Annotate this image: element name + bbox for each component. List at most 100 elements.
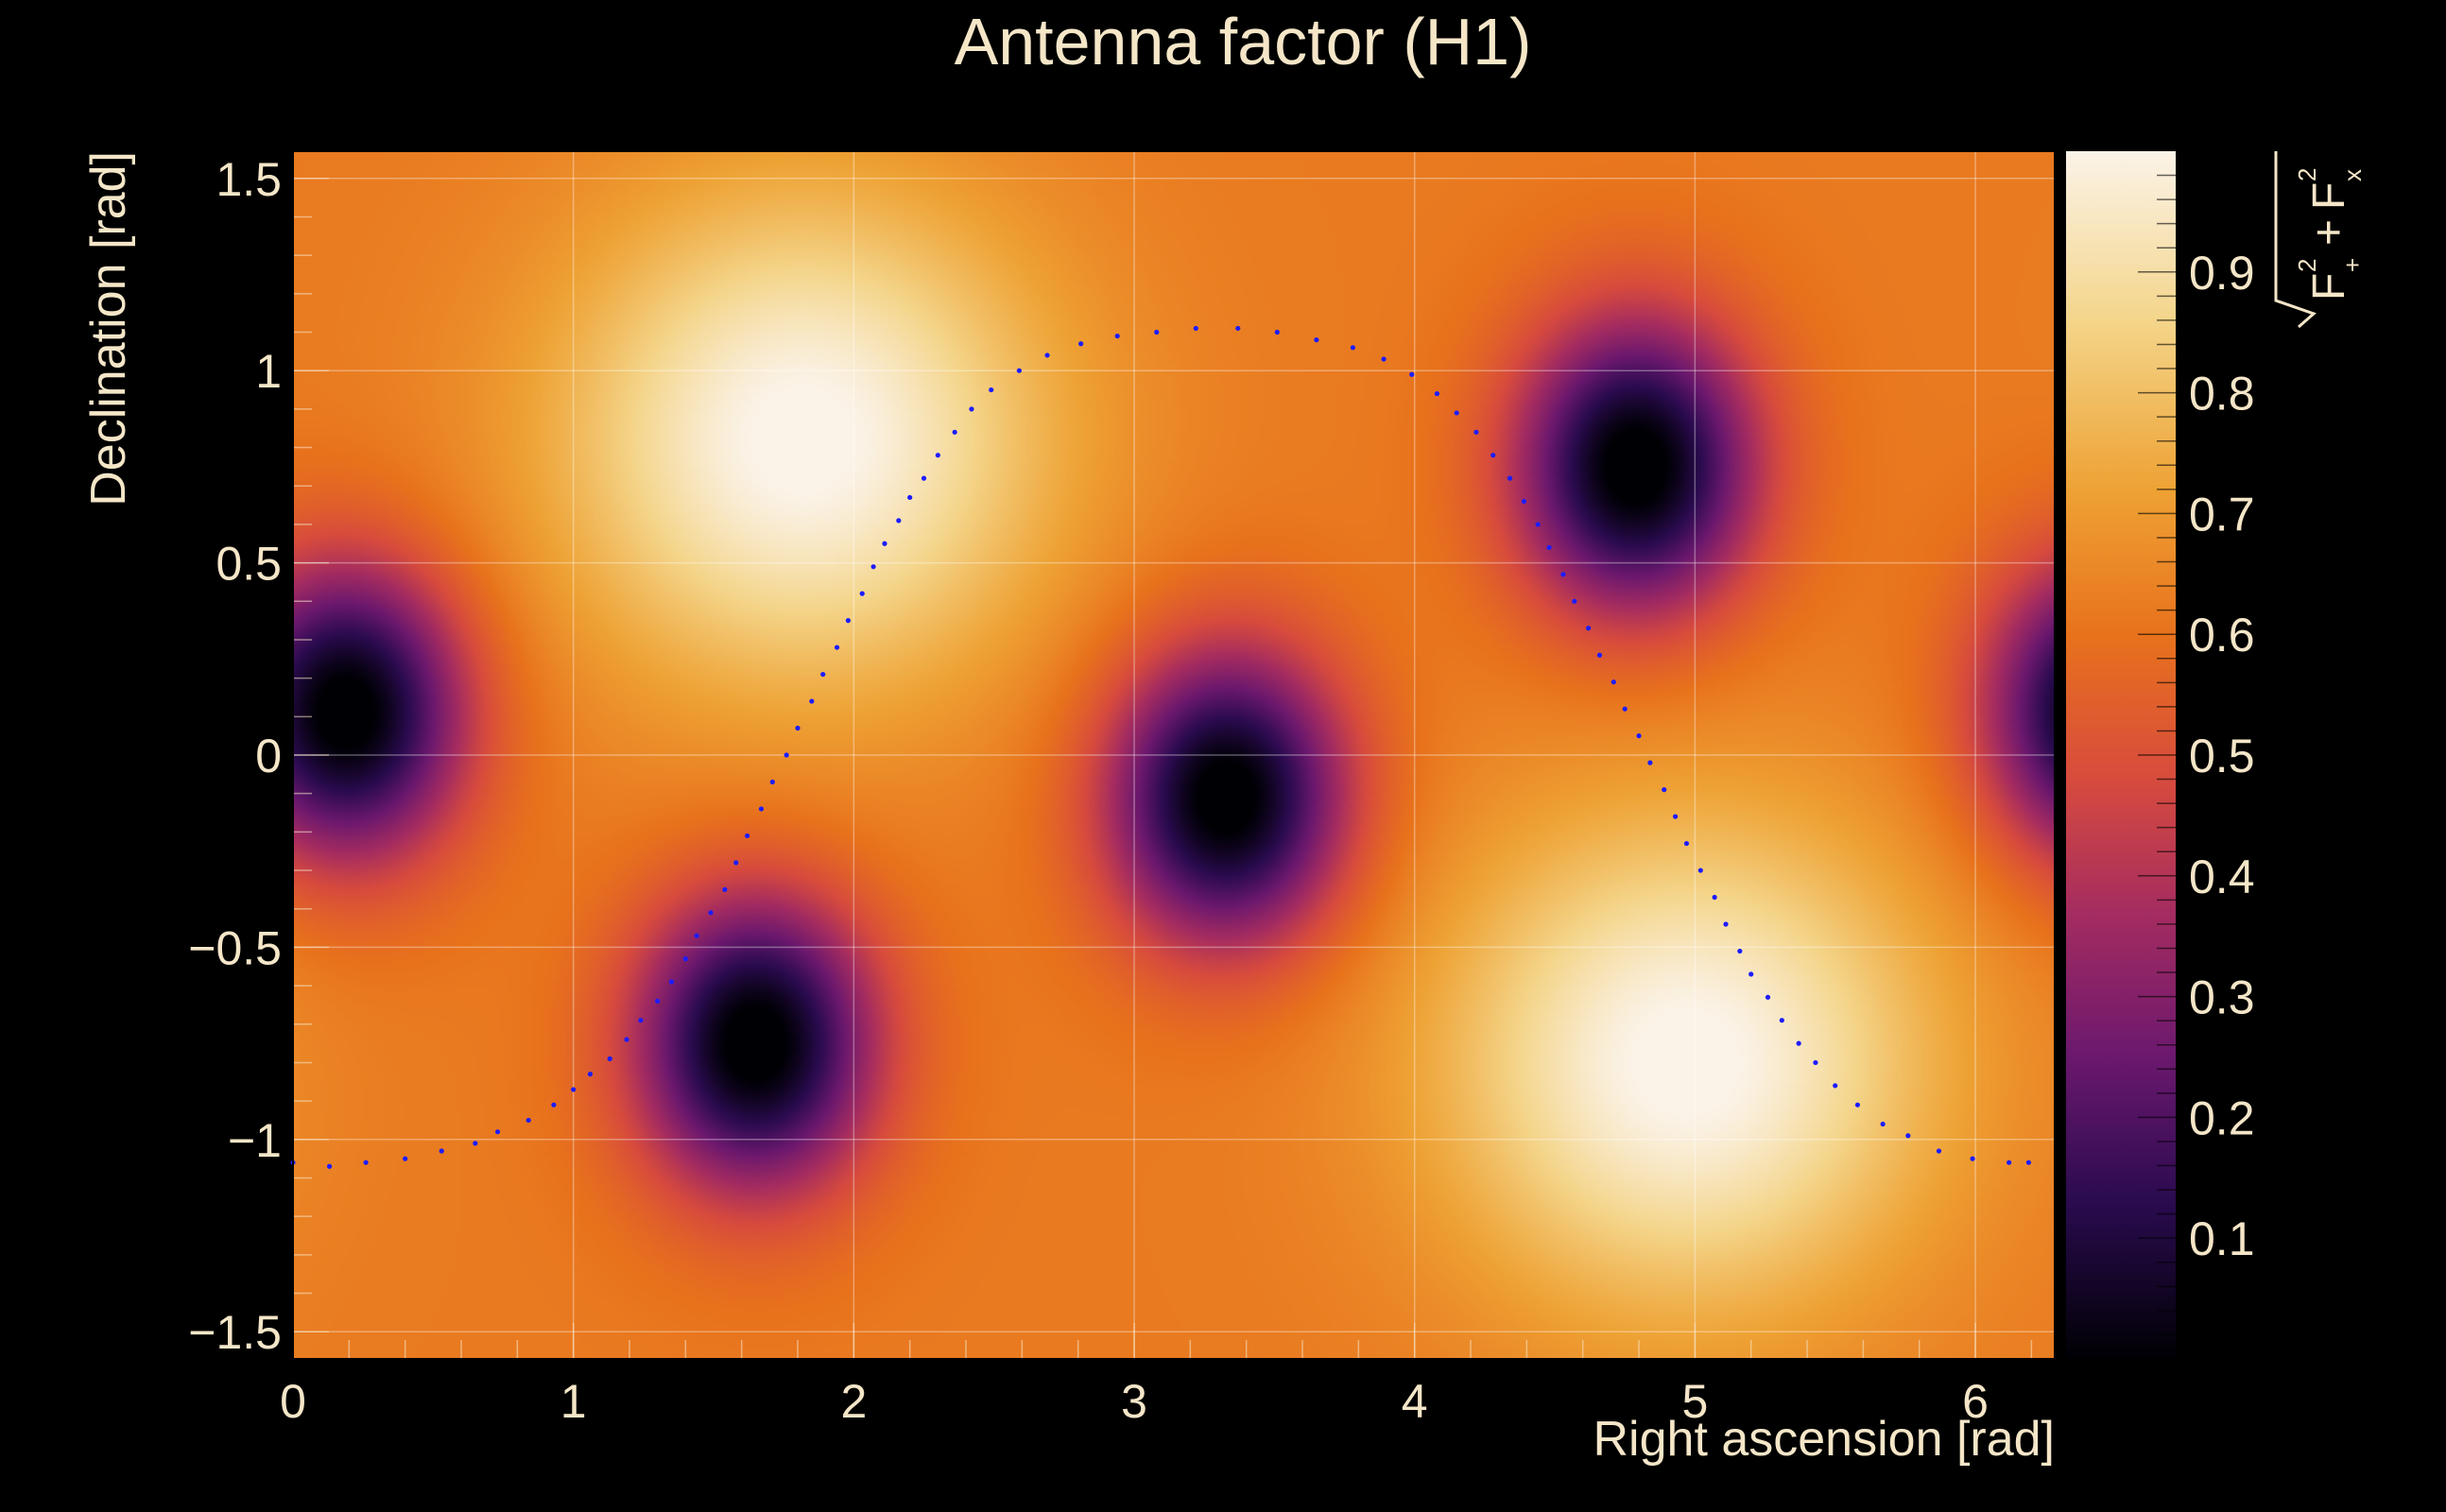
y-tick-label: −0.5 — [188, 921, 282, 974]
overlay-point — [571, 1087, 577, 1092]
overlay-point — [525, 1117, 531, 1124]
colorbar-label-term-1: F — [2304, 273, 2354, 301]
overlay-point — [1381, 356, 1387, 362]
overlay-point — [473, 1141, 478, 1146]
overlay-point — [1737, 948, 1743, 954]
colorbar-tick-label: 0.2 — [2189, 1091, 2255, 1144]
overlay-point — [722, 886, 728, 892]
overlay-point — [859, 591, 865, 596]
plot-area — [290, 150, 2056, 1360]
y-tick-label: 0.5 — [215, 538, 282, 591]
colorbar-tick-label: 0.8 — [2189, 368, 2255, 421]
x-tick-label: 6 — [1962, 1375, 1989, 1428]
overlay-curve — [290, 325, 2032, 1169]
overlay-point — [668, 979, 675, 985]
overlay-point — [439, 1148, 444, 1154]
overlay-point — [1779, 1018, 1784, 1023]
overlay-point — [1473, 429, 1479, 435]
grid-lines — [293, 151, 2055, 1359]
y-tick-label: −1.5 — [188, 1306, 282, 1359]
colorbar-tick-label: 0.3 — [2189, 971, 2255, 1024]
colorbar-label-term-2: F — [2304, 182, 2354, 210]
overlay-point — [403, 1156, 408, 1161]
overlay-point — [1409, 371, 1415, 377]
overlay-point — [1880, 1121, 1886, 1127]
overlay-point — [820, 671, 826, 678]
overlay-point — [1636, 733, 1642, 739]
y-tick-label: 0 — [255, 730, 282, 782]
heatmap-raster-wrapper — [293, 151, 2055, 1359]
overlay-point — [1193, 325, 1198, 332]
x-axis-label: Right ascension [rad] — [1593, 1412, 2056, 1467]
heatmap-raster — [293, 151, 2055, 1359]
overlay-point — [1748, 971, 1754, 977]
overlay-point — [1434, 391, 1440, 397]
overlay-point — [326, 1163, 333, 1169]
overlay-point — [969, 406, 974, 412]
overlay-point — [607, 1056, 612, 1061]
colorbar: 0.1 0.2 0.3 0.4 0.5 0.6 0.7 0.8 0.9 F 2 + + F 2 … — [2066, 151, 2367, 1359]
x-axis-tick-labels: 0 1 2 3 4 5 6 — [280, 1375, 1989, 1428]
overlay-point — [1622, 706, 1628, 712]
overlay-point — [1854, 1102, 1861, 1108]
overlay-point — [935, 453, 940, 458]
overlay-point — [1683, 840, 1690, 847]
colorbar-label-plus: + — [2304, 219, 2354, 246]
overlay-point — [1596, 652, 1603, 658]
overlay-point — [733, 860, 739, 866]
x-tick-label: 5 — [1681, 1375, 1708, 1428]
y-tick-label: 1.5 — [215, 153, 282, 206]
x-tick-label: 2 — [840, 1375, 867, 1428]
overlay-point — [1905, 1133, 1911, 1139]
overlay-point — [809, 698, 815, 704]
overlay-point — [1454, 410, 1459, 416]
minor-ticks — [292, 178, 2033, 1359]
overlay-point — [1521, 498, 1526, 505]
overlay-point — [1114, 333, 1120, 339]
overlay-point — [1154, 329, 1160, 335]
colorbar-label-sup-2: 2 — [2293, 168, 2321, 181]
overlay-point — [708, 910, 714, 916]
overlay-point — [921, 475, 927, 481]
overlay-point — [795, 725, 801, 731]
overlay-point — [1507, 475, 1513, 481]
overlay-point — [1572, 598, 1577, 604]
overlay-point — [1235, 325, 1241, 332]
overlay-point — [655, 998, 661, 1004]
overlay-point — [758, 806, 765, 812]
overlay-point — [363, 1160, 369, 1165]
overlay-point — [1813, 1059, 1818, 1066]
overlay-point — [1016, 368, 1022, 373]
overlay-point — [1697, 868, 1703, 873]
colorbar-label-sub-2: x — [2338, 169, 2367, 181]
overlay-point — [907, 494, 913, 501]
overlay-point — [587, 1072, 594, 1077]
overlay-point — [989, 387, 994, 393]
overlay-point — [896, 518, 902, 524]
overlay-point — [682, 956, 688, 962]
y-tick-label: −1 — [228, 1114, 282, 1167]
overlay-point — [1314, 337, 1319, 343]
colorbar-tick-label: 0.1 — [2189, 1212, 2255, 1265]
overlay-point — [1662, 787, 1667, 793]
overlay-point — [1712, 894, 1717, 901]
x-tick-label: 4 — [1402, 1375, 1428, 1428]
overlay-point — [494, 1129, 501, 1135]
colorbar-label-sub-1: + — [2338, 258, 2367, 272]
overlay-point — [624, 1037, 629, 1042]
overlay-point — [1546, 544, 1552, 550]
overlay-point — [1673, 814, 1679, 819]
colorbar-tick-label: 0.9 — [2189, 247, 2255, 300]
overlay-point — [1274, 329, 1280, 335]
overlay-point — [1765, 994, 1771, 1000]
overlay-point — [1044, 352, 1050, 358]
overlay-point — [769, 779, 775, 785]
overlay-point — [2025, 1160, 2032, 1165]
overlay-point — [834, 644, 840, 650]
plot-frame — [292, 150, 2056, 1360]
chart-title: Antenna factor (H1) — [955, 5, 1532, 78]
overlay-point — [1647, 760, 1653, 765]
x-tick-label: 0 — [280, 1375, 306, 1428]
sqrt-symbol — [2274, 151, 2317, 329]
y-axis-label: Declination [rad] — [81, 151, 136, 507]
